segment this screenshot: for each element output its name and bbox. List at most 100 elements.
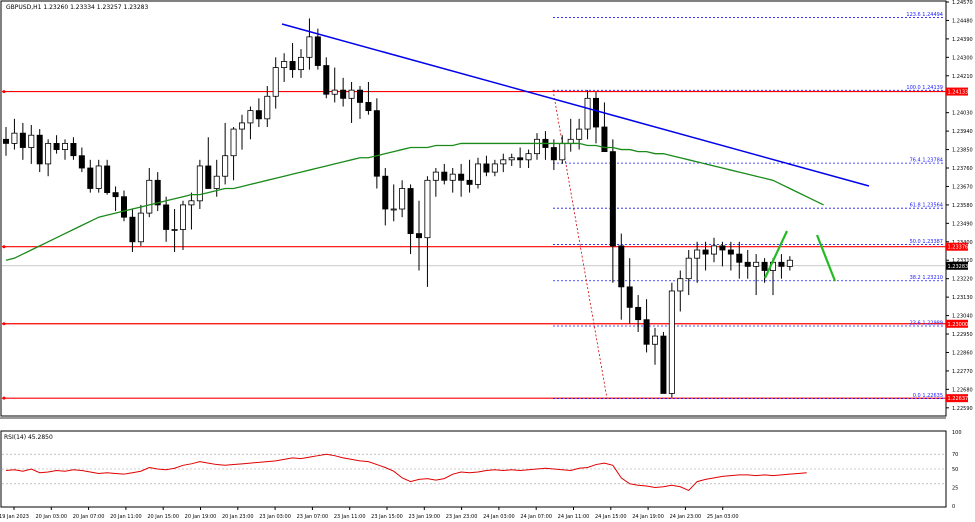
- price-axis-label: 1.22590: [952, 406, 973, 412]
- horizontal-level-anchor: [2, 90, 6, 94]
- price-tag-box: [946, 319, 968, 328]
- price-axis-label: 1.24210: [952, 74, 973, 80]
- candle-body: [196, 165, 203, 202]
- candle-body: [272, 67, 279, 97]
- candle-body: [104, 165, 111, 194]
- price-axis-label: 1.23940: [952, 129, 973, 135]
- candle-body: [677, 278, 684, 292]
- price-tag-box: [946, 87, 968, 96]
- candle-body: [297, 56, 304, 71]
- candle-body: [702, 249, 709, 255]
- price-axis-label: 1.22770: [952, 369, 973, 375]
- time-axis-label: 24 Jan 15:00: [595, 514, 627, 520]
- candle-body: [711, 245, 718, 255]
- price-tag-text: 1.23283: [948, 264, 969, 270]
- price-axis-label: 1.23580: [952, 203, 973, 209]
- price-axis-label: 1.23220: [952, 277, 973, 283]
- time-axis-label: 23 Jan 11:00: [334, 514, 366, 520]
- candle-body: [643, 319, 650, 345]
- candle-body: [137, 212, 144, 243]
- rsi-axis-label: 70: [952, 452, 958, 458]
- candle-body: [19, 132, 26, 148]
- candle-body: [618, 245, 625, 288]
- candle-body: [356, 89, 363, 103]
- candle-body: [652, 335, 659, 345]
- candle-body: [121, 196, 128, 218]
- candle-body: [348, 89, 355, 99]
- trendline: [281, 23, 870, 187]
- candle-body: [744, 261, 751, 267]
- candle-body: [314, 36, 321, 66]
- candle-body: [399, 188, 406, 210]
- moving-average-line: [5, 142, 824, 261]
- price-axis-label: 1.22680: [952, 387, 973, 393]
- candle-body: [525, 153, 532, 161]
- fib-level-label: 61.8 1.23564: [910, 203, 943, 209]
- price-axis-label: 1.23850: [952, 148, 973, 154]
- time-axis: 19 Jan 2023 20 Jan 03:00 20 Jan 07:00 20 Ja…: [0, 507, 739, 520]
- price-axis-label: 1.23490: [952, 221, 973, 227]
- rsi-axis-label: 100: [952, 430, 962, 436]
- candle-body: [340, 89, 347, 99]
- time-axis-label: 20 Jan 11:00: [110, 514, 142, 520]
- main-pane-frame: [0, 0, 947, 417]
- candle-body: [205, 165, 212, 189]
- candle-body: [95, 165, 102, 189]
- candle-body: [550, 147, 557, 161]
- descending-trendline: [281, 23, 870, 187]
- candle-body: [483, 163, 490, 173]
- candle-body: [761, 261, 768, 271]
- candle-body: [786, 259, 793, 267]
- candle-body: [179, 204, 186, 230]
- price-tag-box: [946, 261, 968, 270]
- price-axis-label: 1.23310: [952, 258, 973, 264]
- candle-body: [441, 171, 448, 181]
- symbol-info-text: GBPUSD,H1 1.23260 1.23334 1.23257 1.2328…: [6, 4, 148, 11]
- time-axis-label: 20 Jan 23:00: [222, 514, 254, 520]
- candle-body: [474, 163, 481, 185]
- candle-body: [727, 249, 734, 255]
- candle-body: [3, 138, 9, 144]
- candle-body: [415, 233, 422, 239]
- time-axis-label: 19 Jan 2023: [0, 514, 29, 520]
- time-axis-label: 24 Jan 19:00: [632, 514, 664, 520]
- candle-body: [517, 157, 524, 161]
- candle-body: [163, 204, 170, 230]
- time-axis-label: 24 Jan 03:00: [483, 514, 515, 520]
- price-tag-box: [946, 242, 968, 251]
- price-axis-label: 1.23040: [952, 314, 973, 320]
- time-axis-label: 24 Jan 11:00: [558, 514, 590, 520]
- price-axis-label: 1.24570: [952, 0, 973, 6]
- price-tag-box: [946, 394, 968, 403]
- candle-body: [736, 253, 743, 263]
- time-axis-label: 20 Jan 15:00: [147, 514, 179, 520]
- candle-body: [230, 128, 237, 157]
- time-axis-label: 20 Jan 19:00: [185, 514, 217, 520]
- candle-body: [323, 65, 330, 95]
- candle-body: [36, 134, 43, 165]
- candle-body: [449, 173, 456, 181]
- rsi-axis-label: 50: [952, 467, 958, 473]
- time-axis-label: 20 Jan 07:00: [73, 514, 105, 520]
- price-axis-label: 1.23670: [952, 184, 973, 190]
- rsi-axis-label: 0: [952, 504, 955, 510]
- candle-body: [306, 36, 313, 58]
- candle-body: [238, 122, 245, 130]
- candle-body: [45, 143, 52, 165]
- candle-body: [188, 200, 195, 206]
- candle-body: [753, 261, 760, 267]
- price-axis-label: 1.24030: [952, 111, 973, 117]
- candle-body: [559, 143, 566, 161]
- candle-body: [778, 261, 785, 267]
- candle-body: [87, 167, 94, 189]
- fib-level-label: 50.0 1.23387: [910, 239, 943, 245]
- candle-body: [70, 143, 77, 157]
- horizontal-level-anchor: [2, 396, 6, 400]
- time-axis-label: 23 Jan 23:00: [446, 514, 478, 520]
- candle-body: [382, 175, 389, 210]
- price-axis-label: 1.23130: [952, 295, 973, 301]
- candlestick-series: [3, 18, 793, 398]
- scenario-arrows: [764, 230, 837, 282]
- rsi-title-text: RSI(14) 45.2850: [4, 434, 53, 441]
